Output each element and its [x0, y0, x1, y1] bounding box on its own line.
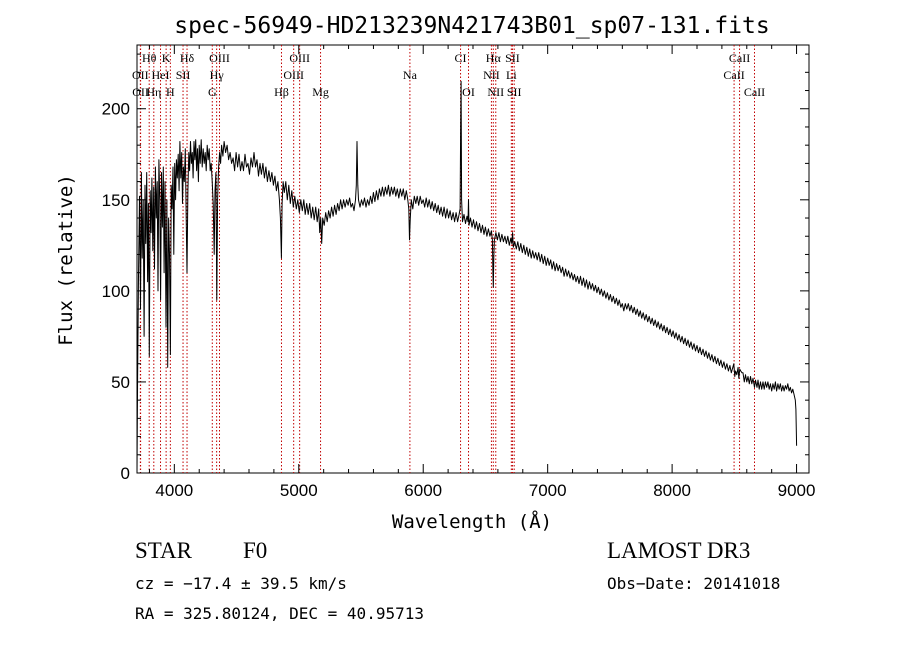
redshift-readout: cz = −17.4 ± 39.5 km/s	[135, 574, 347, 593]
line-marker-label: Hη	[146, 85, 161, 99]
x-axis-label: Wavelength (Å)	[392, 510, 552, 533]
line-marker-label: OIII	[289, 51, 310, 65]
line-marker-label: Li	[506, 68, 517, 82]
x-tick-label: 4000	[155, 481, 193, 500]
line-marker-label: Na	[403, 68, 418, 82]
line-marker-label: H	[166, 85, 175, 99]
coordinates-readout: RA = 325.80124, DEC = 40.95713	[135, 604, 424, 623]
line-marker-label: Hδ	[180, 51, 195, 65]
x-axis: 4000 5000 6000 7000 8000 9000	[148, 45, 816, 500]
y-axis-label: Flux (relative)	[55, 174, 77, 346]
line-marker-label: CaII	[729, 51, 750, 65]
line-marker-label: OIII	[283, 68, 304, 82]
line-marker-label: Hα	[486, 51, 502, 65]
line-marker-label: Hγ	[210, 68, 225, 82]
line-marker-label: G	[208, 85, 217, 99]
line-marker-label: Mg	[312, 85, 329, 99]
plot-frame	[136, 44, 810, 474]
subclass: F0	[243, 538, 268, 563]
line-marker-label: OI	[462, 85, 475, 99]
line-marker-label: K	[162, 51, 171, 65]
line-marker-label: Hβ	[274, 85, 289, 99]
line-marker-label: CaII	[744, 85, 765, 99]
line-marker-label: HeI	[152, 68, 170, 82]
line-marker-label: CI	[455, 51, 467, 65]
line-marker-label: SII	[507, 85, 522, 99]
y-tick-label: 0	[121, 464, 130, 483]
line-marker-label: NII	[487, 85, 504, 99]
line-marker-label: NII	[483, 68, 500, 82]
y-axis: 0 50 100 150 200	[102, 53, 809, 483]
line-marker-label: OII	[132, 68, 149, 82]
line-marker-label: CaII	[723, 68, 744, 82]
x-tick-label: 6000	[404, 481, 442, 500]
y-tick-label: 150	[102, 191, 130, 210]
line-marker-label: OII	[132, 85, 149, 99]
survey-label: LAMOST DR3	[607, 538, 751, 563]
y-tick-label: 100	[102, 282, 130, 301]
line-marker-label: Hθ	[142, 51, 157, 65]
x-tick-label: 8000	[653, 481, 691, 500]
y-tick-label: 50	[111, 373, 130, 392]
line-marker-label: SII	[505, 51, 520, 65]
chart-title: spec-56949-HD213239N421743B01_sp07-131.f…	[174, 13, 769, 39]
line-marker-label: SII	[176, 68, 191, 82]
x-tick-label: 9000	[778, 481, 816, 500]
spectrum-series-line	[136, 80, 798, 474]
x-tick-label: 7000	[529, 481, 567, 500]
x-tick-label: 5000	[280, 481, 318, 500]
obs-date-readout: Obs−Date: 20141018	[607, 574, 781, 593]
line-marker-group	[139, 45, 755, 473]
line-marker-label: OIII	[209, 51, 230, 65]
y-tick-label: 200	[102, 100, 130, 119]
object-class: STAR	[135, 538, 192, 563]
